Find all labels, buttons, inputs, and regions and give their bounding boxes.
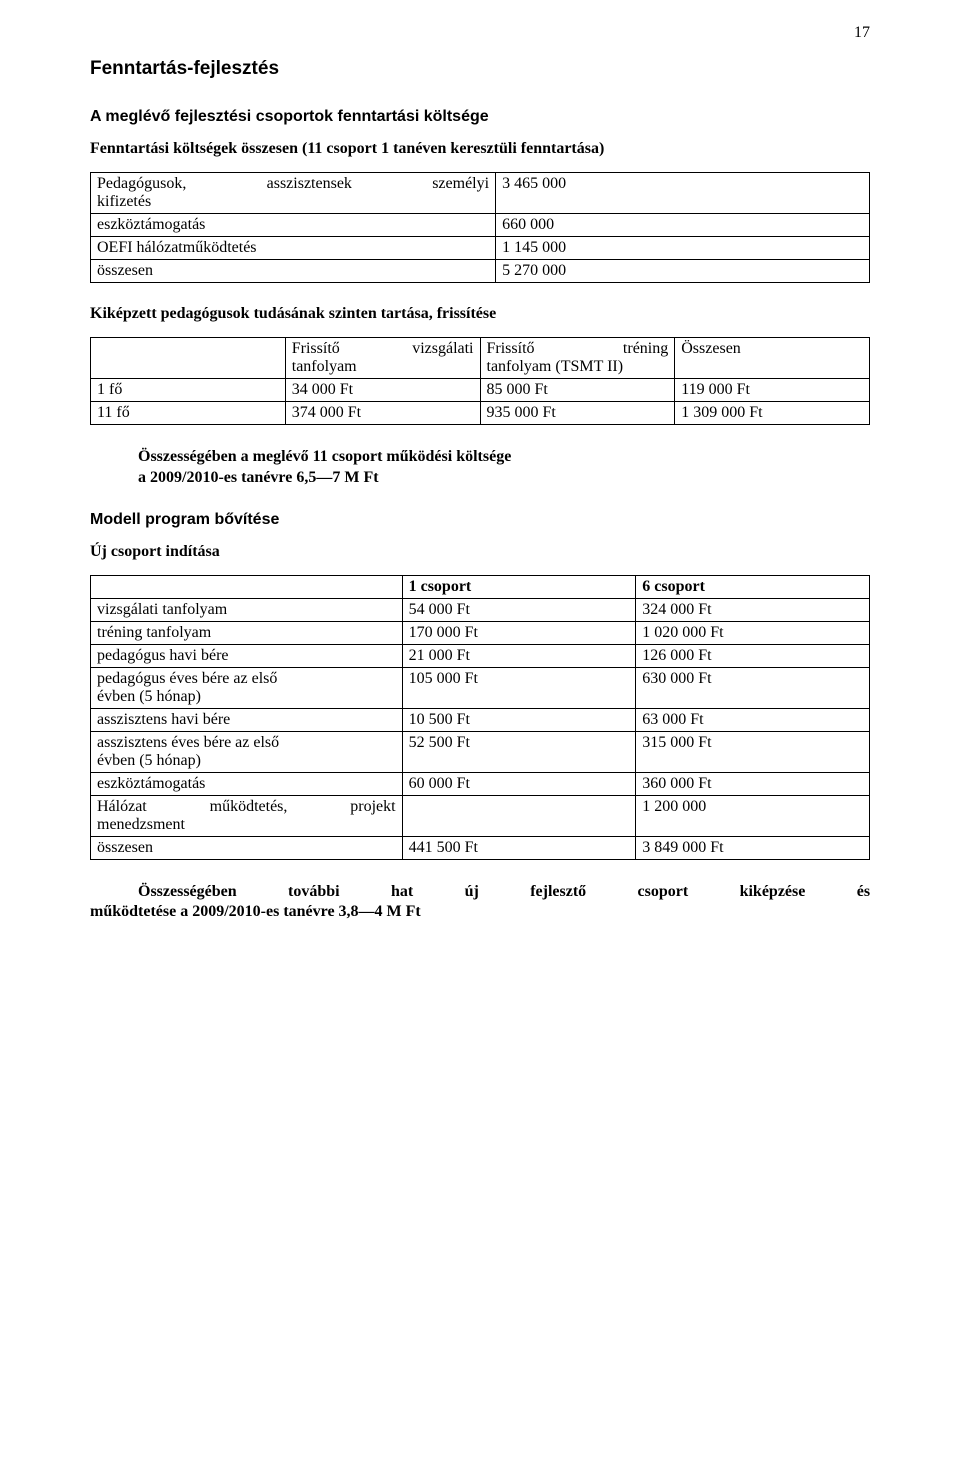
table-cell: eszköztámogatás: [91, 772, 403, 795]
subheading-trained: Kiképzett pedagógusok tudásának szinten …: [90, 305, 870, 323]
table-cell: 11 fő: [91, 402, 286, 425]
cell-text: működtetés,: [210, 798, 288, 815]
table-cell: 52 500 Ft: [402, 731, 636, 772]
table-cell: 360 000 Ft: [636, 772, 870, 795]
cell-text: kifizetés: [97, 193, 489, 211]
cell-text: 6 csoport: [642, 578, 705, 595]
table-cell: tréning tanfolyam: [91, 621, 403, 644]
table-cell: 60 000 Ft: [402, 772, 636, 795]
table-cell: Pedagógusok, asszisztensek személyi kifi…: [91, 173, 496, 214]
table-cell: 85 000 Ft: [480, 379, 675, 402]
conclusion-block: Összességében további hat új fejlesztő c…: [90, 882, 870, 924]
table-cell: 63 000 Ft: [636, 708, 870, 731]
table-cell: Frissítő vizsgálati tanfolyam: [285, 338, 480, 379]
table-training: Frissítő vizsgálati tanfolyam Frissítő t…: [90, 337, 870, 425]
cell-text: asszisztensek: [267, 175, 352, 192]
table-cell: 6 csoport: [636, 575, 870, 598]
subheading-new-group: Új csoport indítása: [90, 543, 870, 561]
conclusion-word: csoport: [638, 883, 689, 900]
cell-text: pedagógus éves bére az első: [97, 670, 396, 688]
conclusion-word: és: [857, 883, 870, 900]
table-cell: 1 fő: [91, 379, 286, 402]
summary-block-1: Összességében a meglévő 11 csoport működ…: [138, 447, 870, 489]
conclusion-word: fejlesztő: [530, 883, 586, 900]
table-cell: asszisztens éves bére az első évben (5 h…: [91, 731, 403, 772]
table-cell: 630 000 Ft: [636, 667, 870, 708]
table-cell: 5 270 000: [496, 260, 870, 283]
table-cell: 315 000 Ft: [636, 731, 870, 772]
table-cell: 441 500 Ft: [402, 836, 636, 859]
cell-text: asszisztens éves bére az első: [97, 734, 396, 752]
conclusion-line: működtetése a 2009/2010-es tanévre 3,8—4…: [90, 902, 870, 923]
subtitle-main: A meglévő fejlesztési csoportok fenntart…: [90, 108, 870, 126]
subheading-costs: Fenntartási költségek összesen (11 csopo…: [90, 140, 870, 158]
conclusion-word: új: [465, 883, 479, 900]
table-cell: 1 020 000 Ft: [636, 621, 870, 644]
cell-text: menedzsment: [97, 816, 396, 834]
table-cell: 126 000 Ft: [636, 644, 870, 667]
conclusion-word: hat: [391, 883, 413, 900]
table-cell: 10 500 Ft: [402, 708, 636, 731]
cell-text: évben (5 hónap): [97, 752, 396, 770]
heading-model-program: Modell program bővítése: [90, 511, 870, 529]
table-cell: OEFI hálózatműködtetés: [91, 237, 496, 260]
table-cell: Hálózat működtetés, projekt menedzsment: [91, 795, 403, 836]
table-cell: 170 000 Ft: [402, 621, 636, 644]
table-cell: pedagógus havi bére: [91, 644, 403, 667]
cell-text: 1 csoport: [409, 578, 472, 595]
conclusion-word: további: [288, 883, 340, 900]
table-cell: 54 000 Ft: [402, 598, 636, 621]
table-cell: asszisztens havi bére: [91, 708, 403, 731]
table-cell: 935 000 Ft: [480, 402, 675, 425]
cell-text: évben (5 hónap): [97, 688, 396, 706]
cell-text: Frissítő: [292, 340, 340, 357]
title-main: Fenntartás-fejlesztés: [90, 58, 870, 80]
table-costs-summary: Pedagógusok, asszisztensek személyi kifi…: [90, 172, 870, 283]
cell-text: Frissítő: [487, 340, 535, 357]
summary-line: Összességében a meglévő 11 csoport működ…: [138, 447, 870, 468]
table-cell: 1 csoport: [402, 575, 636, 598]
cell-text: vizsgálati: [412, 340, 473, 357]
table-cell: [91, 338, 286, 379]
table-cell: Frissítő tréning tanfolyam (TSMT II): [480, 338, 675, 379]
table-cell: Összesen: [675, 338, 870, 379]
cell-text: Pedagógusok,: [97, 175, 186, 192]
table-cell: 374 000 Ft: [285, 402, 480, 425]
summary-line: a 2009/2010-es tanévre 6,5—7 M Ft: [138, 468, 870, 489]
table-cell: összesen: [91, 260, 496, 283]
cell-text: személyi: [432, 175, 489, 192]
table-new-group: 1 csoport 6 csoport vizsgálati tanfolyam…: [90, 575, 870, 860]
table-cell: 324 000 Ft: [636, 598, 870, 621]
table-cell: 21 000 Ft: [402, 644, 636, 667]
table-cell: 3 465 000: [496, 173, 870, 214]
conclusion-word: kiképzése: [740, 883, 806, 900]
table-cell: 1 200 000: [636, 795, 870, 836]
cell-text: tréning: [623, 340, 668, 357]
table-cell: 105 000 Ft: [402, 667, 636, 708]
page-number: 17: [854, 24, 870, 42]
table-cell: 660 000: [496, 214, 870, 237]
table-cell: eszköztámogatás: [91, 214, 496, 237]
table-cell: összesen: [91, 836, 403, 859]
table-cell: 3 849 000 Ft: [636, 836, 870, 859]
table-cell: 1 145 000: [496, 237, 870, 260]
conclusion-word: Összességében: [138, 883, 237, 900]
cell-text: projekt: [350, 798, 395, 815]
table-cell: 119 000 Ft: [675, 379, 870, 402]
cell-text: tanfolyam (TSMT II): [487, 358, 669, 376]
table-cell: 34 000 Ft: [285, 379, 480, 402]
table-cell: pedagógus éves bére az első évben (5 hón…: [91, 667, 403, 708]
table-cell: vizsgálati tanfolyam: [91, 598, 403, 621]
table-cell: [402, 795, 636, 836]
cell-text: tanfolyam: [292, 358, 474, 376]
table-cell: [91, 575, 403, 598]
table-cell: 1 309 000 Ft: [675, 402, 870, 425]
cell-text: Hálózat: [97, 798, 147, 815]
